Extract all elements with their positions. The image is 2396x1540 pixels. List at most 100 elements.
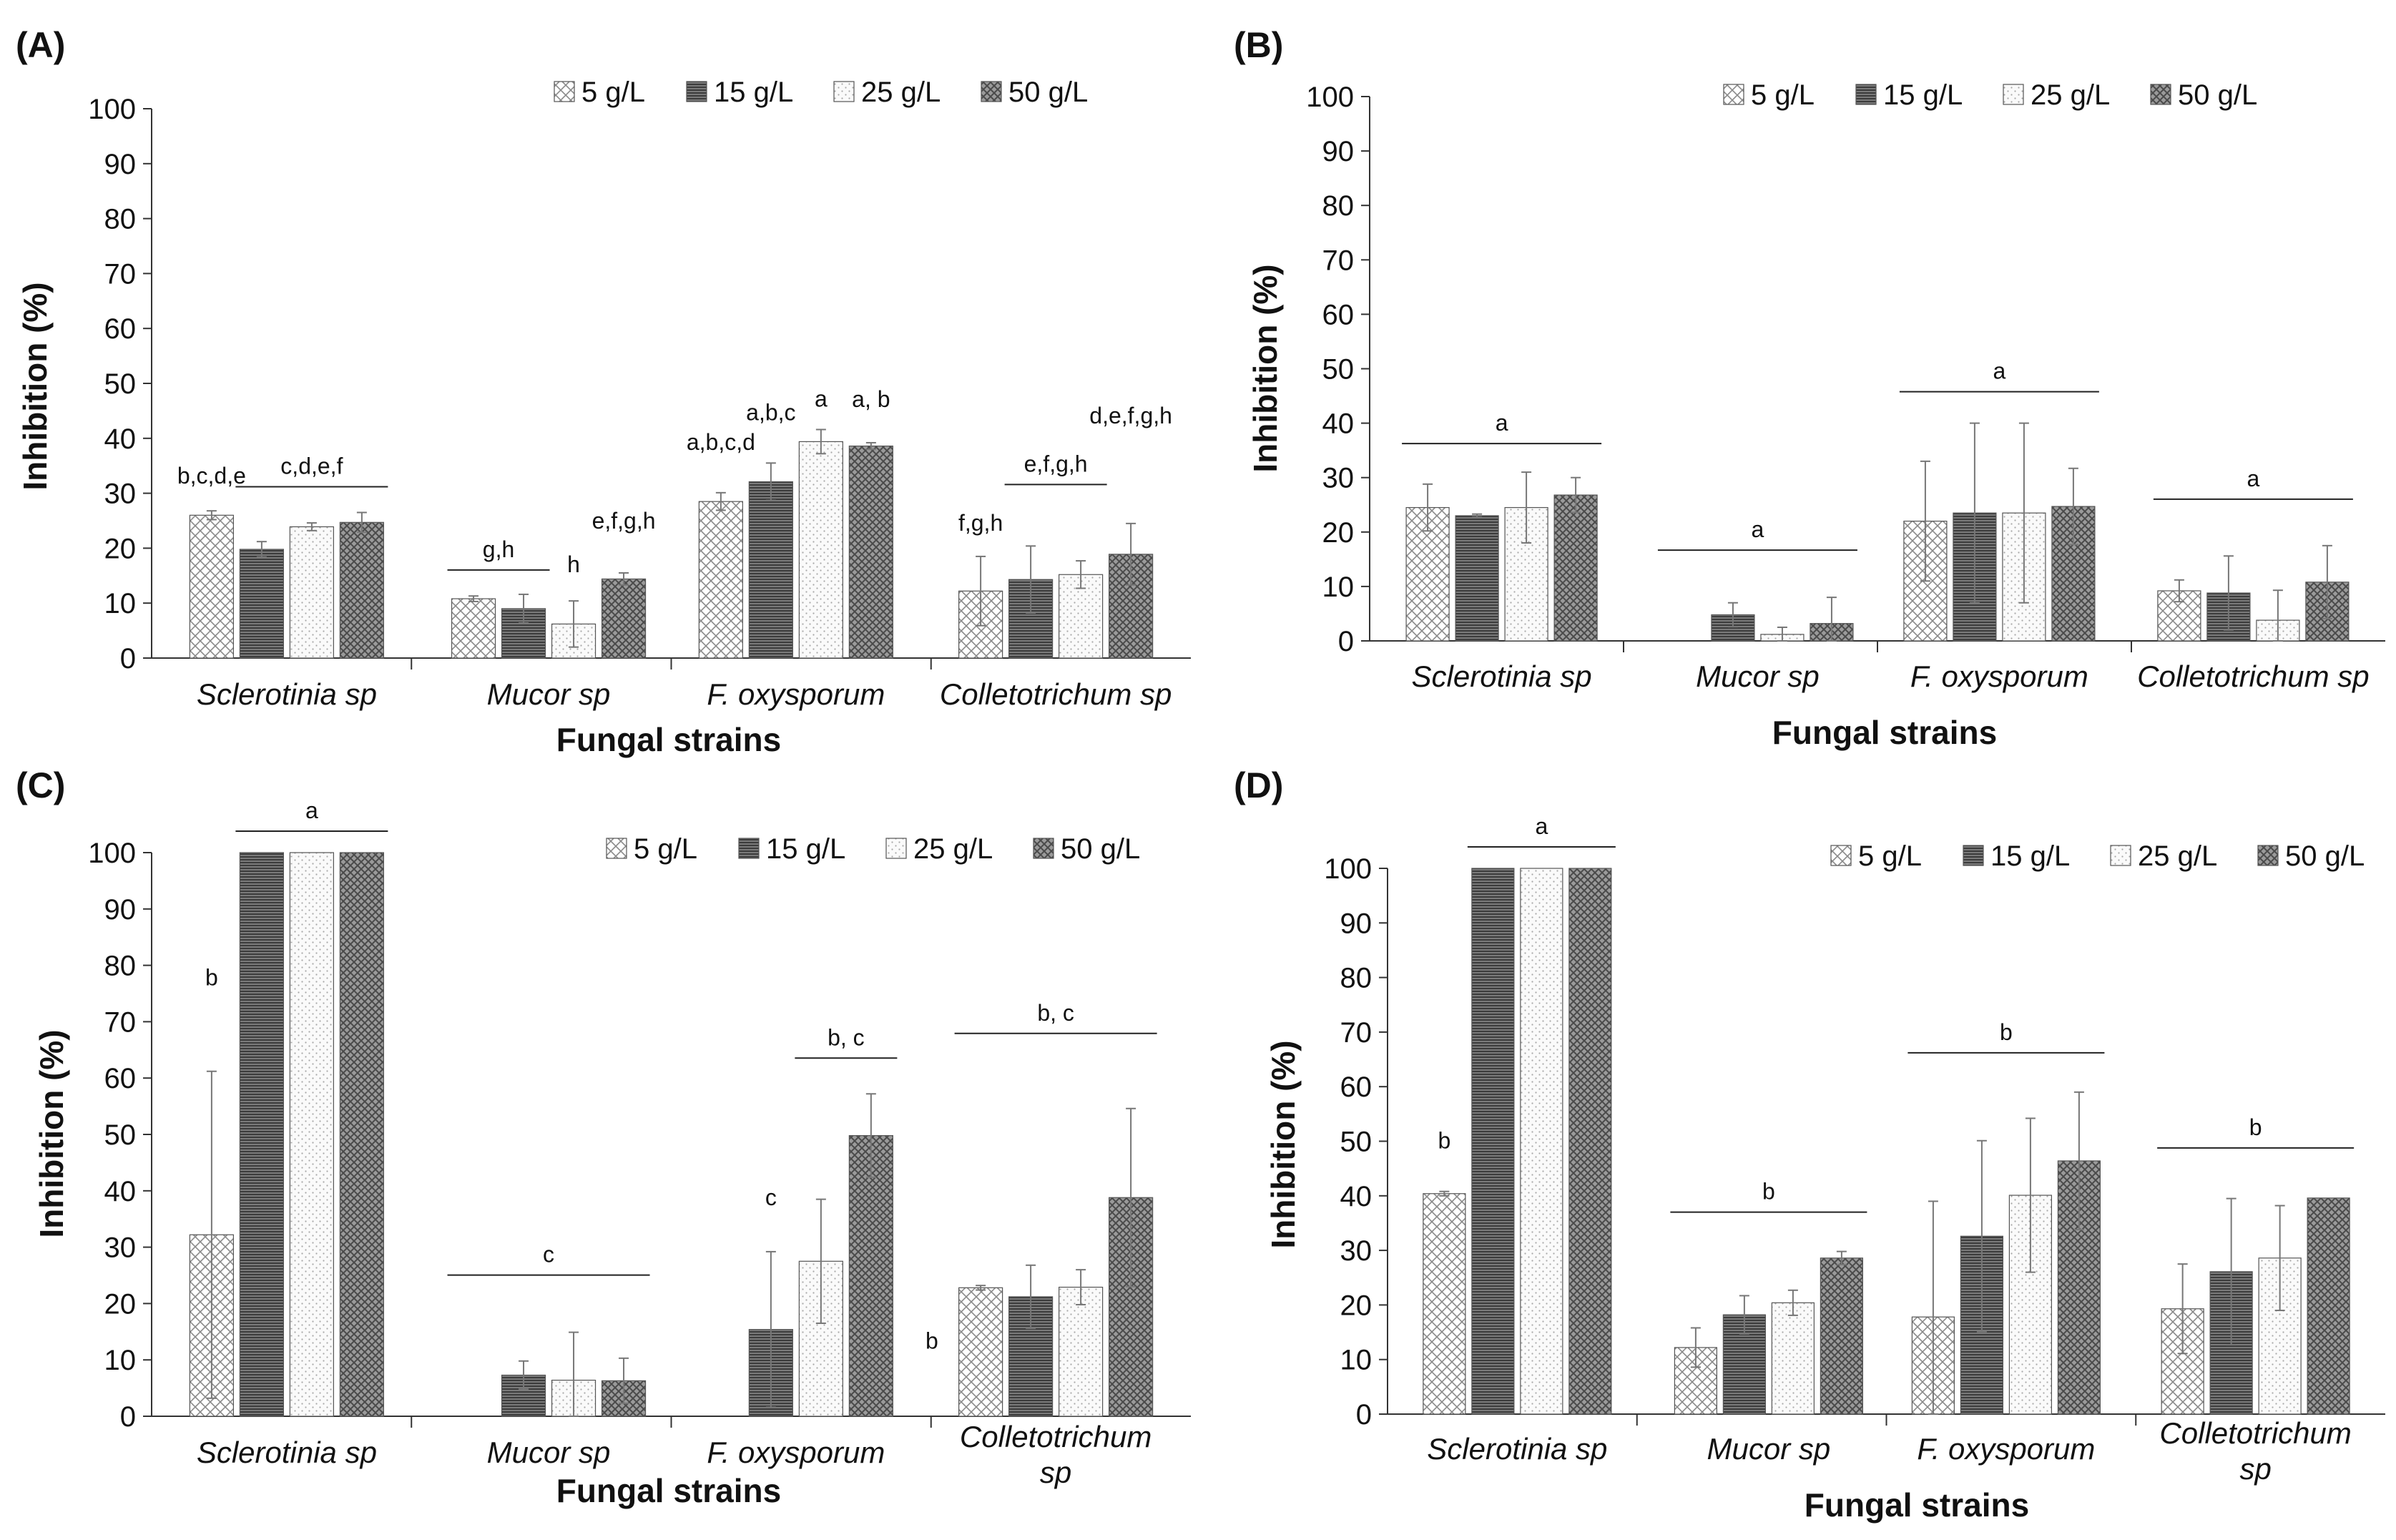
y-tick-label: 20 [104, 1288, 137, 1320]
chart-panel: (B) 0 10 20 30 40 50 60 70 80 90 100 Inhibition (%) F… [1234, 25, 2385, 751]
bar [451, 598, 496, 659]
y-tick-label: 80 [104, 951, 137, 982]
y-tick-label: 90 [104, 894, 137, 926]
y-tick-label: 10 [1340, 1345, 1373, 1376]
legend: 5 g/L 15 g/L 25 g/L 50 g/L [606, 833, 1140, 865]
significance-letter: a [1993, 358, 2006, 384]
x-category-label: Colletotrichum sp [2137, 659, 2369, 693]
x-category-label: Colletotrichum sp [960, 1420, 1152, 1489]
legend-label: 50 g/L [2178, 79, 2257, 111]
legend-swatch [981, 81, 1002, 102]
x-axis-label: Fungal strains [556, 1472, 781, 1509]
significance-letter: a [815, 386, 828, 412]
bar [848, 1134, 893, 1417]
y-tick-label: 30 [1322, 463, 1355, 494]
significance-letter: e,f,g,h [592, 508, 656, 534]
y-tick-label: 70 [104, 258, 137, 290]
x-axis-label: Fungal strains [556, 721, 781, 758]
significance-letter: b, c [828, 1024, 865, 1050]
panel-label: (A) [16, 25, 65, 65]
significance-letter: g,h [483, 536, 514, 562]
y-tick-label: 40 [104, 423, 137, 455]
y-tick-label: 30 [104, 479, 137, 510]
bar [601, 578, 647, 659]
legend-label: 50 g/L [1061, 833, 1140, 865]
bar [2161, 1308, 2204, 1415]
legend-label: 25 g/L [913, 833, 993, 865]
panel-label: (B) [1234, 25, 1283, 65]
significance-letter: a,b,c [746, 399, 795, 425]
x-category-label: F. oxysporum [707, 1436, 885, 1469]
significance-letter: c [543, 1242, 554, 1267]
legend-label: 5 g/L [634, 833, 697, 865]
y-tick-label: 60 [104, 1063, 137, 1094]
legend-label: 15 g/L [714, 77, 793, 108]
y-tick-label: 10 [104, 1345, 137, 1376]
x-category-label: F. oxysporum [1910, 659, 2088, 693]
legend-swatch [2003, 84, 2024, 105]
bar [289, 852, 334, 1417]
significance-letter: a [1496, 410, 1508, 436]
y-tick-label: 50 [104, 1119, 137, 1151]
significance-letter: f,g,h [958, 510, 1003, 536]
legend-swatch [1830, 845, 1852, 866]
y-tick-label: 10 [104, 588, 137, 619]
significance-letter: b [205, 965, 218, 991]
legend-swatch [2150, 84, 2171, 105]
bar [339, 852, 384, 1417]
legend-swatch [885, 838, 907, 859]
significance-letter: h [567, 551, 580, 577]
legend: 5 g/L 15 g/L 25 g/L 50 g/L [554, 77, 1088, 108]
significance-letter: b [2000, 1019, 2013, 1045]
y-tick-label: 60 [104, 313, 137, 345]
y-tick-label: 10 [1322, 572, 1355, 603]
bar [1059, 1286, 1104, 1417]
legend-swatch [2110, 845, 2131, 866]
y-axis-label: Inhibition (%) [33, 1029, 70, 1237]
panel-label: (C) [16, 765, 65, 805]
legend-swatch [606, 838, 627, 859]
y-tick-label: 80 [1322, 190, 1355, 222]
y-tick-label: 90 [104, 149, 137, 180]
y-tick-label: 90 [1340, 908, 1373, 939]
bar [1423, 1193, 1466, 1415]
y-tick-label: 100 [1324, 853, 1372, 885]
significance-letter: c,d,e,f [280, 453, 343, 479]
significance-letter: a, b [852, 386, 890, 412]
significance-letter: a [305, 798, 318, 823]
y-tick-label: 50 [1340, 1127, 1373, 1158]
legend-swatch [554, 81, 575, 102]
bar [958, 1287, 1003, 1417]
bar [239, 852, 284, 1417]
y-tick-label: 40 [1322, 408, 1355, 440]
legend: 5 g/L 15 g/L 25 g/L 50 g/L [1723, 79, 2257, 111]
x-category-label: Mucor sp [487, 1436, 611, 1469]
y-tick-label: 70 [1340, 1017, 1373, 1049]
chart-panel: (A) 0 10 20 30 40 50 60 70 80 90 100 Inhibition (%) F… [16, 25, 1191, 758]
legend-label: 25 g/L [861, 77, 941, 108]
x-category-label: Sclerotinia sp [1412, 659, 1592, 693]
legend-swatch [2257, 845, 2279, 866]
bar [189, 514, 234, 659]
y-tick-label: 40 [104, 1176, 137, 1207]
legend-label: 25 g/L [2031, 79, 2110, 111]
y-axis-label: Inhibition (%) [1247, 264, 1284, 472]
y-axis-label: Inhibition (%) [16, 282, 54, 490]
significance-letter: d,e,f,g,h [1089, 403, 1172, 428]
y-tick-label: 40 [1340, 1181, 1373, 1212]
y-tick-label: 50 [1322, 354, 1355, 386]
y-tick-label: 100 [88, 838, 136, 869]
bar [2307, 1197, 2350, 1415]
y-tick-label: 100 [1306, 82, 1354, 113]
legend-label: 50 g/L [1008, 77, 1088, 108]
x-category-label: Sclerotinia sp [197, 677, 377, 711]
bar [748, 481, 793, 659]
bar [289, 526, 334, 659]
bar [239, 549, 284, 659]
y-tick-label: 0 [120, 1401, 136, 1433]
significance-letter: e,f,g,h [1024, 451, 1088, 476]
significance-letter: b [925, 1328, 938, 1353]
significance-letter: a [2247, 466, 2260, 491]
